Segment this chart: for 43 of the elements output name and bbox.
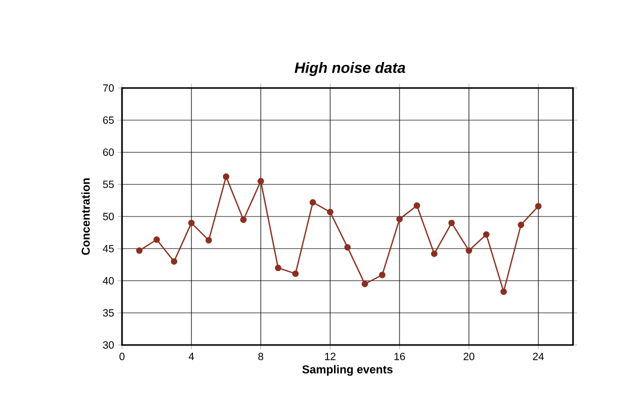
point [535, 202, 542, 210]
point [362, 280, 368, 288]
x-tick-label: 24 [533, 352, 544, 360]
point [292, 270, 299, 277]
point [500, 288, 507, 295]
y-tick-label: 60 [103, 148, 114, 156]
point [448, 220, 455, 226]
x-axis-title: Sampling events [302, 365, 393, 376]
x-tick-label: 12 [325, 352, 336, 360]
point [258, 178, 264, 184]
point [170, 258, 178, 265]
y-tick-label: 50 [103, 212, 114, 220]
y-tick-label: 65 [103, 116, 114, 124]
point [222, 173, 230, 180]
y-tick-label: 55 [103, 180, 114, 188]
point [518, 222, 524, 228]
point [326, 208, 334, 216]
point [153, 236, 160, 243]
point [240, 216, 247, 223]
point [396, 216, 403, 222]
point [466, 247, 472, 254]
point [310, 199, 316, 206]
y-tick-label: 70 [103, 84, 114, 92]
point [431, 250, 438, 258]
point [414, 202, 420, 209]
x-tick-label: 20 [464, 352, 474, 360]
x-tick-label: 8 [258, 352, 264, 360]
y-tick-label: 45 [102, 244, 114, 252]
y-tick-label: 35 [102, 309, 114, 317]
x-tick-label: 0 [120, 352, 125, 360]
x-tick-label: 16 [394, 352, 405, 360]
point [136, 247, 143, 254]
point [483, 231, 490, 238]
y-tick-label: 40 [102, 277, 114, 284]
point [378, 272, 386, 278]
point [274, 264, 282, 272]
y-tick-label: 30 [102, 341, 114, 349]
point [188, 220, 195, 226]
chart-title: High noise data [294, 62, 406, 76]
x-tick-label: 4 [188, 352, 194, 360]
y-axis-title: Concentration [81, 178, 90, 255]
point [344, 244, 351, 251]
point [205, 237, 212, 244]
